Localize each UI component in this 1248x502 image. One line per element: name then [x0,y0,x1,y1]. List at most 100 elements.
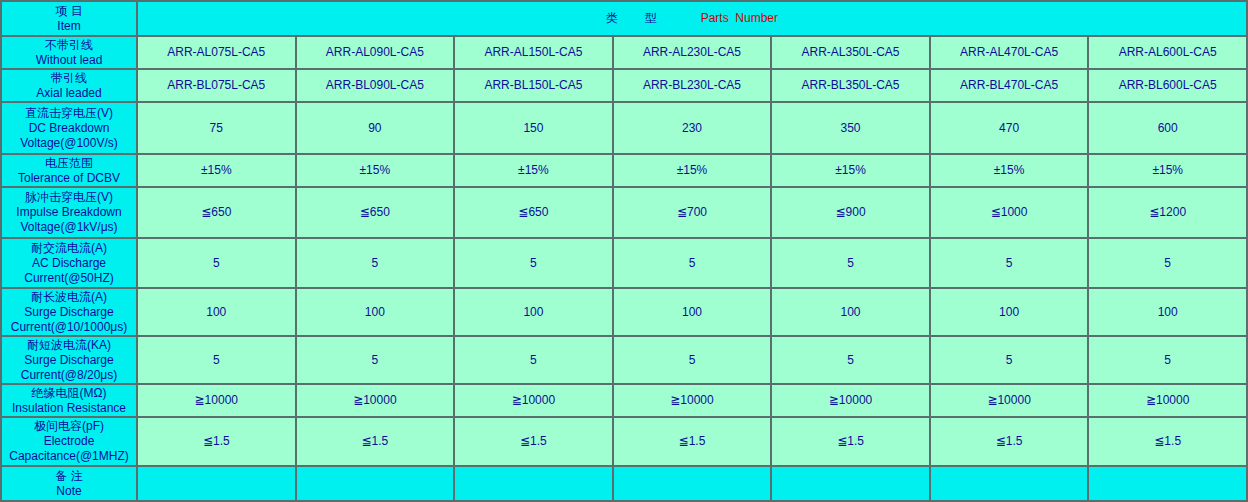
row-label-zh: 电压范围 [4,156,134,171]
cell-value: ≦1.5 [455,418,612,465]
row-label-zh: 耐长波电流(A) [4,290,134,305]
table-row-note: 备 注 Note [2,467,1246,500]
table-row-tolerance: 电压范围 Tolerance of DCBV ±15% ±15% ±15% ±1… [2,155,1246,186]
cell-value: 5 [297,337,454,383]
cell-value: ARR-AL350L-CA5 [772,37,929,68]
table-row-dc-breakdown: 直流击穿电压(V) DC Breakdown Voltage(@100V/s) … [2,103,1246,153]
cell-value: ARR-BL075L-CA5 [138,70,295,101]
cell-value: ≦1200 [1089,188,1246,237]
cell-value: ≧10000 [138,385,295,416]
cell-value: 5 [1089,337,1246,383]
cell-value: ≦1.5 [1089,418,1246,465]
row-label-en: Surge Discharge Current(@8/20μs) [4,353,134,383]
row-header: 耐长波电流(A) Surge Discharge Current(@10/100… [2,289,136,335]
cell-value: 100 [138,289,295,335]
table-header-row: 项 目 Item 类 型Parts Number [2,2,1246,35]
row-label-en: Tolerance of DCBV [4,171,134,186]
row-header: 备 注 Note [2,467,136,500]
cell-value: 75 [138,103,295,153]
cell-value: ±15% [138,155,295,186]
cell-value: ≦650 [297,188,454,237]
parts-header-zh: 类 型 [606,11,657,25]
cell-value: ≦700 [614,188,771,237]
cell-value: 5 [455,239,612,287]
table-row-ac-discharge: 耐交流电流(A) AC Discharge Current(@50HZ) 5 5… [2,239,1246,287]
cell-value: ≧10000 [455,385,612,416]
cell-value: ≧10000 [297,385,454,416]
row-header: 直流击穿电压(V) DC Breakdown Voltage(@100V/s) [2,103,136,153]
cell-value: 350 [772,103,929,153]
table-row-capacitance: 极间电容(pF) Electrode Capacitance(@1MHZ) ≦1… [2,418,1246,465]
table-row-surge-long: 耐长波电流(A) Surge Discharge Current(@10/100… [2,289,1246,335]
table-row-insulation: 绝缘电阻(MΩ) Insulation Resistance ≧10000 ≧1… [2,385,1246,416]
cell-value: ±15% [931,155,1088,186]
parts-spec-table: 项 目 Item 类 型Parts Number 不带引线 Without le… [0,0,1248,502]
cell-value: 5 [614,337,771,383]
table-row-without-lead: 不带引线 Without lead ARR-AL075L-CA5 ARR-AL0… [2,37,1246,68]
item-header-en: Item [4,19,134,34]
cell-value: ARR-AL090L-CA5 [297,37,454,68]
row-label-en: Impulse Breakdown Voltage(@1kV/μs) [4,205,134,235]
cell-value: 100 [614,289,771,335]
row-header: 不带引线 Without lead [2,37,136,68]
cell-value: 100 [455,289,612,335]
cell-value: ±15% [1089,155,1246,186]
cell-value: ≧10000 [772,385,929,416]
cell-value: 470 [931,103,1088,153]
cell-value: 230 [614,103,771,153]
row-header: 绝缘电阻(MΩ) Insulation Resistance [2,385,136,416]
row-label-en: Axial leaded [4,86,134,101]
cell-value [455,467,612,500]
cell-value: ARR-BL150L-CA5 [455,70,612,101]
cell-value: 90 [297,103,454,153]
cell-value: 150 [455,103,612,153]
row-label-zh: 不带引线 [4,38,134,53]
cell-value [772,467,929,500]
cell-value: ≦650 [138,188,295,237]
row-header: 带引线 Axial leaded [2,70,136,101]
row-header: 耐交流电流(A) AC Discharge Current(@50HZ) [2,239,136,287]
cell-value: ARR-BL600L-CA5 [1089,70,1246,101]
cell-value: 100 [772,289,929,335]
row-label-zh: 脉冲击穿电压(V) [4,190,134,205]
row-label-zh: 带引线 [4,71,134,86]
cell-value: ARR-BL350L-CA5 [772,70,929,101]
cell-value: ≧10000 [931,385,1088,416]
row-label-zh: 极间电容(pF) [4,419,134,434]
cell-value: ≦650 [455,188,612,237]
cell-value: ≦1.5 [614,418,771,465]
cell-value: 100 [931,289,1088,335]
cell-value: ≧10000 [1089,385,1246,416]
cell-value: ARR-AL600L-CA5 [1089,37,1246,68]
cell-value: 5 [297,239,454,287]
cell-value: 5 [772,337,929,383]
table-row-impulse-breakdown: 脉冲击穿电压(V) Impulse Breakdown Voltage(@1kV… [2,188,1246,237]
cell-value: ARR-AL230L-CA5 [614,37,771,68]
cell-value: ARR-BL470L-CA5 [931,70,1088,101]
item-header-zh: 项 目 [4,4,134,19]
row-label-en: Note [4,484,134,499]
cell-value [931,467,1088,500]
cell-value: ±15% [297,155,454,186]
spec-table-page: 项 目 Item 类 型Parts Number 不带引线 Without le… [0,0,1248,502]
cell-value: ≦1000 [931,188,1088,237]
row-header: 极间电容(pF) Electrode Capacitance(@1MHZ) [2,418,136,465]
cell-value: 5 [931,239,1088,287]
cell-value: ±15% [614,155,771,186]
cell-value: 5 [138,337,295,383]
row-label-zh: 直流击穿电压(V) [4,106,134,121]
cell-value: ARR-BL090L-CA5 [297,70,454,101]
cell-value: ARR-AL150L-CA5 [455,37,612,68]
cell-value: ±15% [772,155,929,186]
parts-number-header-cell: 类 型Parts Number [138,2,1246,35]
row-header: 耐短波电流(KA) Surge Discharge Current(@8/20μ… [2,337,136,383]
cell-value: ARR-AL075L-CA5 [138,37,295,68]
cell-value: 100 [1089,289,1246,335]
row-label-en: Without lead [4,53,134,68]
row-label-en: Insulation Resistance [4,401,134,416]
cell-value [1089,467,1246,500]
cell-value: ARR-BL230L-CA5 [614,70,771,101]
cell-value: ≧10000 [614,385,771,416]
cell-value: 100 [297,289,454,335]
cell-value: ≦1.5 [138,418,295,465]
